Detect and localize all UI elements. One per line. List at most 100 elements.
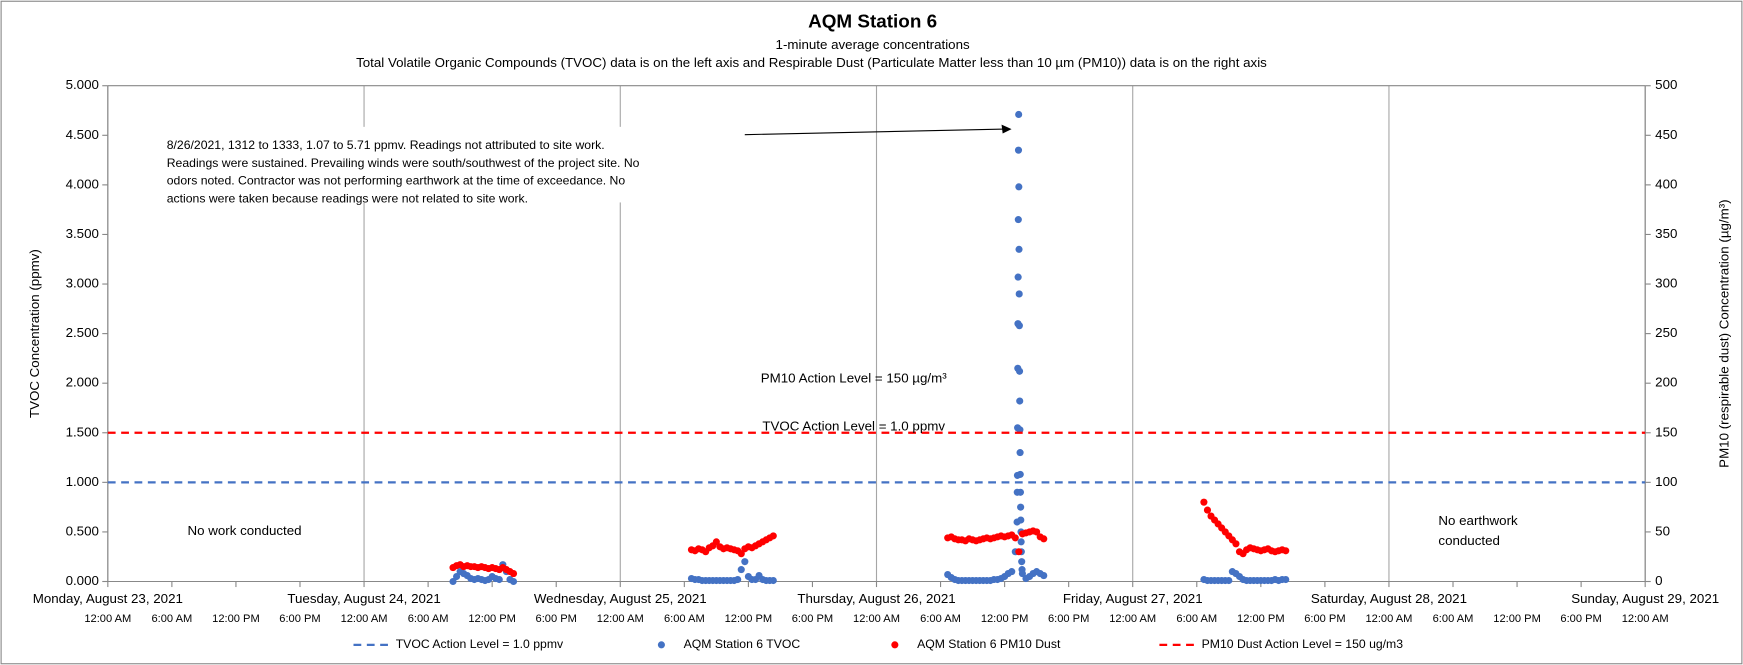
y-tick-label: 0.500: [66, 523, 99, 538]
data-point: [1016, 426, 1024, 434]
x-tick-label: Wednesday, August 25, 2021: [534, 591, 707, 606]
data-point: [453, 572, 461, 581]
y-tick-label: 5.000: [66, 77, 99, 92]
data-point: [1232, 540, 1240, 548]
x-minor-tick-label: 6:00 PM: [1048, 613, 1089, 625]
y-tick-label: 2.500: [66, 325, 99, 340]
chart-subtitle: 1-minute average concentrations: [776, 37, 970, 52]
x-minor-tick-label: 6:00 AM: [1433, 613, 1474, 625]
data-point: [1008, 568, 1016, 576]
chart-description: Total Volatile Organic Compounds (TVOC) …: [356, 55, 1267, 70]
data-point: [509, 570, 518, 578]
x-tick-label: Sunday, August 29, 2021: [1571, 591, 1719, 606]
data-point: [1011, 534, 1019, 542]
x-minor-tick-label: 12:00 AM: [1622, 613, 1669, 625]
legend-label: AQM Station 6 PM10 Dust: [917, 637, 1061, 651]
data-point: [1017, 516, 1025, 524]
x-minor-tick-label: 6:00 PM: [279, 613, 320, 625]
x-minor-tick-label: 12:00 AM: [84, 613, 131, 625]
data-point: [1016, 397, 1024, 405]
annotation-arrow: [744, 128, 1005, 136]
data-point: [1017, 538, 1025, 546]
x-minor-tick-label: 12:00 PM: [1237, 613, 1285, 625]
x-minor-tick-label: 6:00 AM: [920, 613, 961, 625]
y2-axis-title: PM10 (respirable dust) Concentration (µg…: [1717, 199, 1732, 467]
y2-tick-label: 350: [1655, 226, 1677, 241]
x-minor-tick-label: 12:00 PM: [725, 613, 773, 625]
y-tick-label: 1.000: [66, 474, 99, 489]
data-point: [1018, 558, 1026, 566]
x-minor-tick-label: 12:00 PM: [981, 613, 1029, 625]
chart-title: AQM Station 6: [808, 11, 937, 32]
data-point: [1015, 548, 1023, 556]
data-point: [1014, 216, 1022, 224]
data-point: [1282, 547, 1290, 555]
y2-tick-label: 200: [1655, 375, 1677, 390]
data-point: [1015, 322, 1023, 330]
x-minor-tick-label: 12:00 AM: [1109, 613, 1156, 625]
data-point: [1225, 576, 1233, 585]
annotation-text: actions were taken because readings were…: [167, 191, 528, 205]
y2-tick-label: 50: [1655, 523, 1670, 538]
x-tick-label: Friday, August 27, 2021: [1063, 591, 1203, 606]
x-minor-tick-label: 12:00 PM: [1493, 613, 1541, 625]
data-point: [1033, 528, 1041, 536]
x-minor-tick-label: 12:00 AM: [853, 613, 900, 625]
y-tick-label: 3.000: [66, 276, 99, 291]
x-minor-tick-label: 12:00 AM: [597, 613, 644, 625]
x-tick-label: Thursday, August 26, 2021: [797, 591, 955, 606]
y-tick-label: 0.000: [66, 573, 99, 588]
x-minor-tick-label: 12:00 AM: [1365, 613, 1412, 625]
data-point: [1015, 110, 1023, 119]
x-tick-label: Saturday, August 28, 2021: [1311, 591, 1467, 606]
annotation-text: No work conducted: [188, 523, 302, 538]
x-minor-tick-label: 6:00 AM: [664, 613, 705, 625]
annotation-text: odors noted. Contractor was not performi…: [167, 174, 626, 188]
y2-tick-label: 250: [1655, 325, 1677, 340]
x-minor-tick-label: 6:00 AM: [151, 613, 192, 625]
x-minor-tick-label: 6:00 PM: [1560, 613, 1601, 625]
legend-label: AQM Station 6 TVOC: [684, 637, 801, 651]
x-tick-label: Monday, August 23, 2021: [33, 591, 183, 606]
x-minor-tick-label: 6:00 AM: [408, 613, 449, 625]
data-point: [1016, 449, 1024, 457]
y-tick-label: 1.500: [66, 424, 99, 439]
data-point: [1040, 571, 1048, 580]
x-minor-tick-label: 6:00 PM: [536, 613, 577, 625]
data-point: [737, 566, 745, 574]
y-tick-label: 2.000: [66, 375, 99, 390]
data-point: [1016, 470, 1024, 478]
x-minor-tick-label: 6:00 PM: [792, 613, 833, 625]
x-minor-tick-label: 6:00 PM: [1304, 613, 1345, 625]
y-tick-label: 4.500: [66, 127, 99, 142]
plot: [107, 110, 1646, 586]
data-point: [1200, 498, 1208, 506]
x-minor-tick-label: 12:00 AM: [341, 613, 388, 625]
x-minor-tick-label: 6:00 AM: [1176, 613, 1217, 625]
data-point: [741, 558, 749, 566]
annotation-text: conducted: [1438, 533, 1500, 548]
annotations: 8/26/2021, 1312 to 1333, 1.07 to 5.71 pp…: [155, 124, 1518, 548]
data-point: [1015, 183, 1023, 191]
y-tick-label: 4.000: [66, 176, 99, 191]
legend-swatch: [657, 641, 665, 649]
data-point: [1016, 488, 1025, 496]
annotation-box: [155, 126, 747, 203]
annotation-text: No earthwork: [1438, 513, 1518, 528]
data-point: [737, 550, 745, 558]
annotation-text: PM10 Action Level = 150 µg/m³: [761, 371, 947, 386]
legend-label: TVOC Action Level = 1.0 ppmv: [396, 637, 564, 651]
y2-tick-label: 150: [1655, 424, 1677, 439]
data-point: [1203, 506, 1212, 514]
data-point: [769, 532, 777, 540]
data-point: [495, 575, 503, 584]
annotation-text: Readings were sustained. Prevailing wind…: [167, 156, 640, 170]
data-point: [509, 577, 518, 586]
data-point: [769, 576, 777, 585]
legend: TVOC Action Level = 1.0 ppmv AQM Station …: [353, 637, 1403, 651]
data-point: [1018, 570, 1026, 578]
y-axis-title: TVOC Concentration (ppmv): [27, 249, 42, 418]
x-minor-tick-label: 12:00 PM: [468, 613, 516, 625]
annotation-text: TVOC Action Level = 1.0 ppmv: [762, 419, 945, 434]
